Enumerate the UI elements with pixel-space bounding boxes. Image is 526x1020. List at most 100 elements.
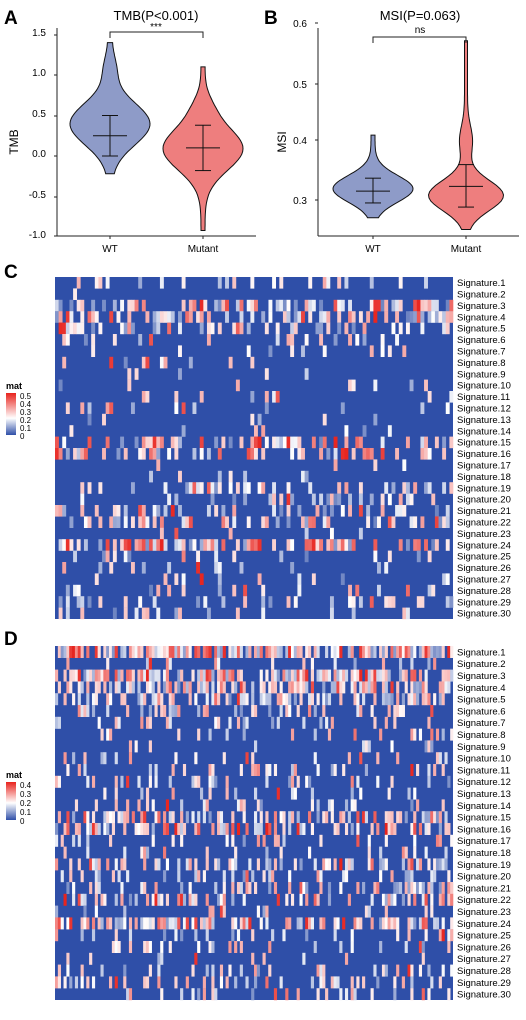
- heatmap-cell: [210, 539, 215, 551]
- heatmap-cell: [197, 988, 201, 1001]
- heatmap-cell: [243, 584, 248, 597]
- heatmap-cell: [396, 693, 400, 706]
- heatmap-cell: [111, 646, 115, 658]
- heatmap-cell: [268, 345, 273, 357]
- heatmap-cell: [194, 693, 198, 706]
- heatmap-cell: [438, 681, 442, 694]
- heatmap-cell: [407, 787, 411, 800]
- heatmap-cell: [208, 669, 212, 682]
- heatmap-cell: [350, 823, 354, 835]
- heatmap-cell: [163, 811, 167, 824]
- heatmap-cell: [405, 436, 410, 449]
- heatmap-cell: [444, 811, 448, 824]
- heatmap-cell: [319, 311, 324, 323]
- heatmap-cell: [350, 646, 354, 658]
- heatmap-cell: [381, 646, 386, 658]
- heatmap-cell: [304, 334, 309, 346]
- heatmap-cell: [185, 976, 189, 989]
- heatmap-cell: [370, 988, 374, 1001]
- heatmap-cell: [344, 539, 349, 551]
- legend-c-tick: 0.1: [20, 424, 32, 433]
- heatmap-cell: [322, 681, 326, 694]
- heatmap-cell: [405, 493, 410, 506]
- heatmap-cell: [441, 858, 445, 871]
- heatmap-cell: [402, 482, 407, 494]
- heatmap-cell: [347, 811, 351, 824]
- heatmap-d: [55, 646, 454, 1001]
- heatmap-cell: [310, 799, 314, 812]
- heatmap-cell: [276, 716, 280, 729]
- heatmap-cell: [435, 752, 440, 765]
- heatmap-cell: [145, 976, 150, 989]
- heatmap-cell: [251, 693, 255, 706]
- heatmap-cell: [380, 299, 385, 312]
- heatmap-cell: [285, 646, 289, 658]
- heatmap-cell: [103, 646, 107, 658]
- heatmap-cell: [344, 823, 349, 835]
- heatmap-cell: [344, 482, 349, 494]
- heatmap-cell: [127, 379, 132, 392]
- heatmap-cell: [105, 539, 110, 551]
- heatmap-cell: [217, 584, 222, 597]
- signature-label: Signature.17: [457, 461, 511, 472]
- heatmap-cell: [202, 811, 206, 824]
- legend-d-colorbar: [6, 782, 16, 820]
- heatmap-cell: [265, 775, 269, 788]
- panel-a-yticks: 1.5 1.0 0.5 0.0 -0.5 -1.0: [29, 28, 47, 241]
- heatmap-cell: [409, 311, 414, 323]
- heatmap-cell: [65, 402, 70, 414]
- heatmap-cell: [160, 941, 164, 953]
- heatmap-cell: [117, 681, 121, 694]
- heatmap-cell: [141, 505, 146, 517]
- heatmap-cell: [438, 311, 443, 323]
- heatmap-cell: [276, 893, 280, 906]
- panel-b-violins: [332, 40, 505, 230]
- heatmap-cell: [322, 516, 327, 528]
- heatmap-cell: [148, 941, 152, 953]
- heatmap-cell: [74, 646, 79, 658]
- heatmap-cell: [329, 607, 334, 620]
- heatmap-cell: [373, 646, 377, 658]
- heatmap-cell: [55, 448, 59, 460]
- heatmap-cell: [299, 858, 303, 871]
- heatmap-cell: [114, 775, 118, 788]
- heatmap-cell: [211, 964, 215, 977]
- heatmap-cell: [163, 482, 168, 494]
- heatmap-cell: [245, 917, 249, 930]
- heatmap-cell: [66, 917, 70, 930]
- heatmap-cell: [250, 299, 255, 312]
- heatmap-cell: [180, 882, 184, 894]
- heatmap-cell: [214, 646, 218, 658]
- heatmap-cell: [402, 459, 407, 471]
- heatmap-cell: [192, 482, 197, 494]
- heatmap-cell: [333, 299, 338, 312]
- heatmap-cell: [214, 562, 219, 574]
- heatmap-cell: [337, 322, 342, 335]
- heatmap-cell: [447, 870, 451, 883]
- heatmap-cell: [83, 752, 87, 765]
- heatmap-cell: [254, 539, 258, 551]
- heatmap-cell: [138, 448, 143, 460]
- heatmap-cell: [391, 322, 396, 335]
- heatmap-cell: [359, 787, 363, 800]
- heatmap-cell: [442, 482, 447, 494]
- heatmap-cell: [387, 705, 391, 717]
- heatmap-cell: [416, 882, 420, 894]
- heatmap-cell: [182, 917, 187, 930]
- heatmap-cell: [178, 436, 182, 449]
- heatmap-cell: [145, 917, 150, 930]
- heatmap-cell: [171, 646, 175, 658]
- heatmap-cell: [231, 870, 235, 883]
- heatmap-cell: [221, 436, 226, 449]
- heatmap-cell: [279, 681, 283, 694]
- heatmap-cell: [348, 596, 352, 608]
- heatmap-cell: [353, 681, 357, 694]
- heatmap-cell: [296, 811, 300, 824]
- heatmap-cell: [420, 311, 425, 323]
- heatmap-cell: [163, 539, 168, 551]
- heatmap-cell: [55, 834, 59, 847]
- heatmap-cell: [276, 787, 280, 800]
- heatmap-cell: [431, 493, 436, 506]
- heatmap-cell: [151, 693, 155, 706]
- heatmap-cell: [177, 705, 181, 717]
